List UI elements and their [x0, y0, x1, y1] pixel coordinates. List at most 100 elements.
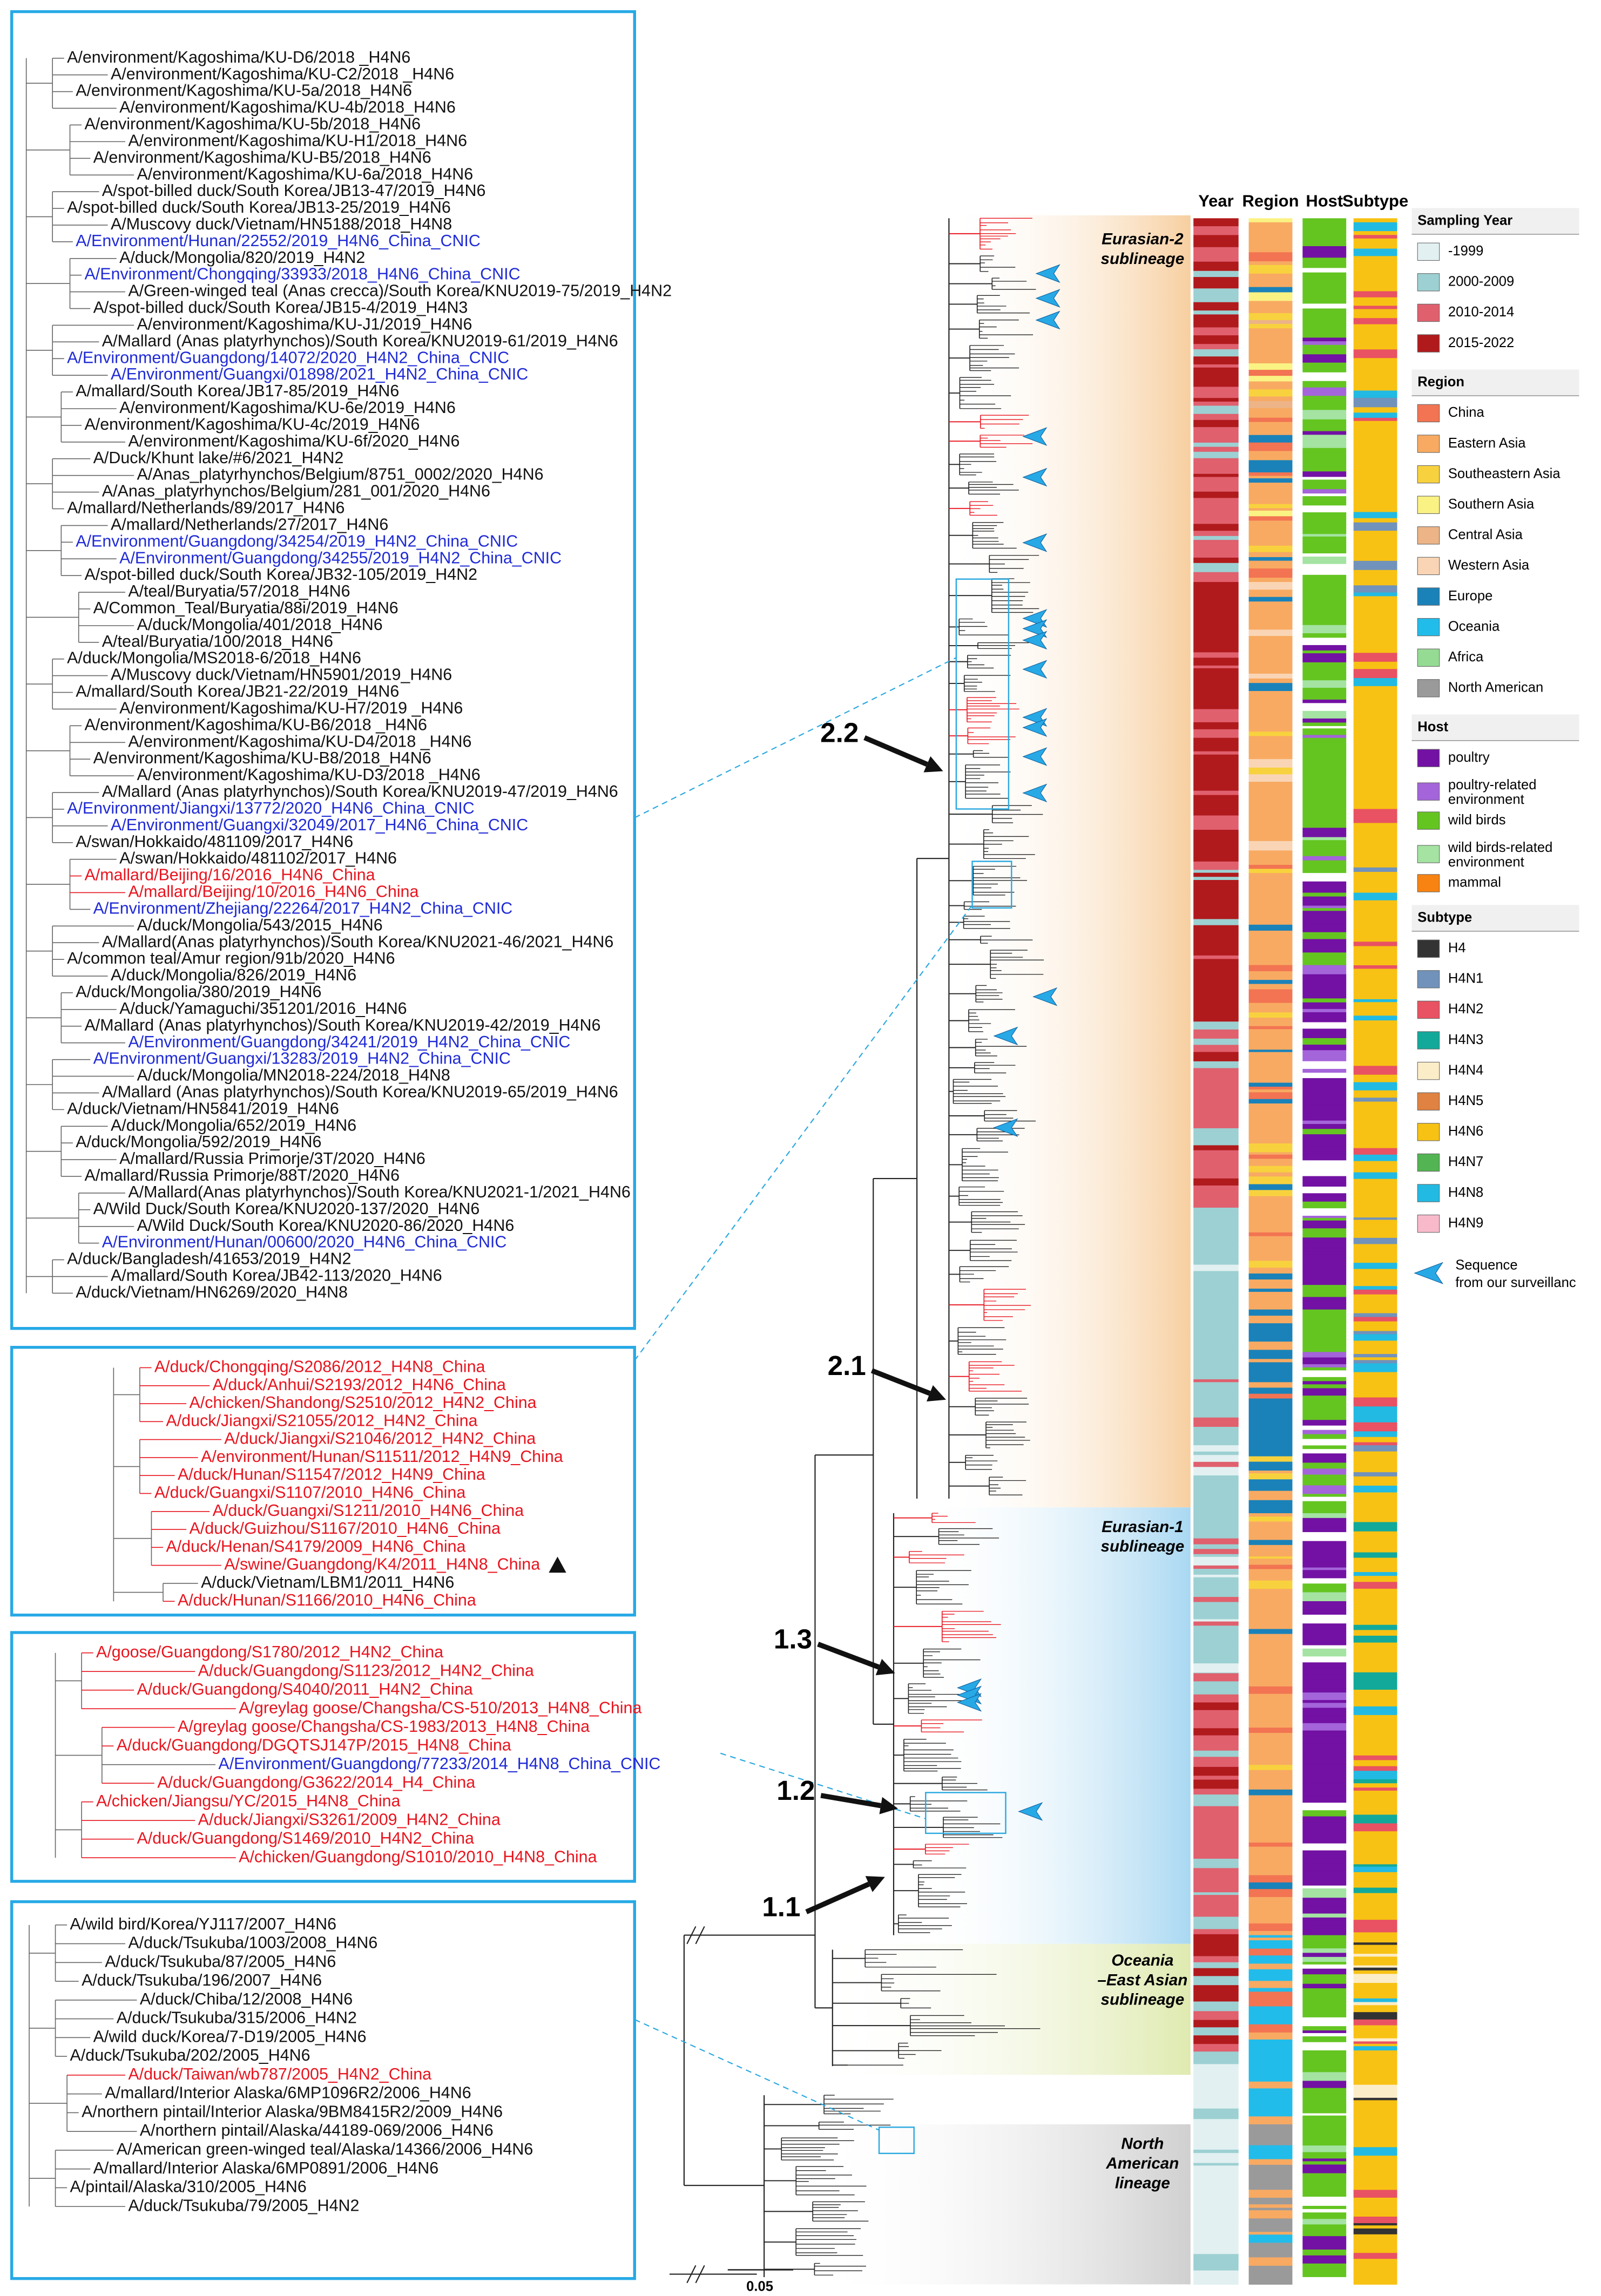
annotation-cell — [1302, 1764, 1347, 1768]
annotation-cell — [1302, 1352, 1347, 1358]
annotation-cell — [1248, 2073, 1293, 2082]
annotation-cell — [1248, 759, 1293, 768]
annotation-cell — [1248, 984, 1293, 990]
annotation-cell — [1248, 1261, 1293, 1268]
legend-label: H4N9 — [1448, 1215, 1483, 1230]
annotation-cell — [1353, 1301, 1397, 1310]
annotation-cell — [1193, 2149, 1239, 2153]
annotation-cell — [1248, 337, 1293, 343]
annotation-cell — [1193, 702, 1239, 706]
legend-swatch — [1417, 435, 1440, 453]
annotation-cell — [1193, 1608, 1239, 1612]
annotation-cell — [1193, 491, 1239, 498]
annotation-cell — [1193, 1432, 1239, 1438]
legend-label: Oceania — [1448, 619, 1500, 634]
annotation-cell — [1248, 1679, 1293, 1687]
taxon-label: A/Environment/Guangdong/34255/2019_H4N2_… — [119, 548, 562, 567]
annotation-cell — [1248, 476, 1293, 479]
annotation-cell — [1302, 2267, 1347, 2275]
annotation-cell — [1193, 1881, 1239, 1886]
annotation-cell — [1302, 1501, 1347, 1504]
annotation-cell — [1248, 2108, 1293, 2117]
annotation-cell — [1193, 1802, 1239, 1807]
annotation-cell — [1193, 2168, 1239, 2172]
annotation-cell — [1353, 1912, 1397, 1917]
legend-swatch — [1417, 273, 1440, 292]
taxon-label: A/Environment/Hunan/22552/2019_H4N6_Chin… — [76, 232, 481, 250]
taxon-label: A/mallard/Beijing/16/2016_H4N6_China — [84, 866, 375, 884]
annotation-cell — [1353, 585, 1397, 593]
annotation-cell — [1248, 1411, 1293, 1420]
annotation-cell — [1353, 892, 1397, 901]
annotation-cell — [1248, 1052, 1293, 1061]
annotation-cell — [1193, 1016, 1239, 1019]
annotation-cell — [1302, 505, 1347, 513]
annotation-cell — [1248, 408, 1293, 415]
annotation-cell — [1193, 1338, 1239, 1345]
legend-swatch — [1417, 874, 1440, 892]
annotation-cell — [1353, 1908, 1397, 1913]
annotation-cell — [1302, 699, 1347, 703]
annotation-cell — [1193, 925, 1239, 929]
annotation-cell — [1302, 2081, 1347, 2089]
annotation-cell — [1302, 1508, 1347, 1514]
annotation-cell — [1193, 1366, 1239, 1372]
annotation-cell — [1353, 1722, 1397, 1731]
annotation-cell — [1193, 737, 1239, 748]
taxon-label: A/Environment/Guangdong/34254/2019_H4N2_… — [76, 532, 518, 550]
annotation-cell — [1193, 546, 1239, 550]
annotation-cell — [1353, 1056, 1397, 1066]
annotation-cell — [1193, 1651, 1239, 1656]
taxon-label: A/chicken/Guangdong/S1010/2010_H4N8_Chin… — [239, 1847, 597, 1866]
annotation-cell — [1248, 2183, 1293, 2188]
annotation-cell — [1248, 1545, 1293, 1554]
annotation-cell — [1353, 1563, 1397, 1573]
annotation-cell — [1302, 2115, 1347, 2119]
annotation-cell — [1248, 1843, 1293, 1847]
annotation-cell — [1193, 1455, 1239, 1462]
annotation-cell — [1353, 1823, 1397, 1832]
annotation-cell — [1248, 1897, 1293, 1905]
annotation-cell — [1302, 1898, 1347, 1907]
annotation-cell — [1248, 414, 1293, 418]
annotation-cell — [1248, 1997, 1293, 2007]
annotation-cell — [1353, 872, 1397, 875]
annotation-cell — [1353, 794, 1397, 804]
annotation-cell — [1248, 381, 1293, 388]
annotation-cell — [1193, 1681, 1239, 1687]
annotation-cell — [1353, 318, 1397, 325]
annotation-cell — [1353, 1703, 1397, 1707]
annotation-cell — [1353, 726, 1397, 735]
annotation-cell — [1353, 1437, 1397, 1443]
annotation-cell — [1302, 227, 1347, 236]
annotation-cell — [1193, 473, 1239, 477]
annotation-cell — [1193, 1371, 1239, 1376]
annotation-cell — [1248, 1940, 1293, 1949]
annotation-cell — [1302, 625, 1347, 634]
taxon-label: A/common teal/Amur region/91b/2020_H4N6 — [67, 949, 395, 967]
taxon-label: A/environment/Kagoshima/KU-J1/2019_H4N6 — [137, 315, 472, 333]
annotation-cell — [1248, 1923, 1293, 1932]
annotation-cell — [1302, 1867, 1347, 1871]
annotation-cell — [1248, 2126, 1293, 2135]
annotation-cell — [1302, 786, 1347, 796]
annotation-cell — [1193, 1663, 1239, 1673]
annotation-cell — [1302, 746, 1347, 753]
lineage-label: North — [1121, 2135, 1164, 2153]
annotation-cell — [1353, 2068, 1397, 2076]
annotation-cell — [1193, 367, 1239, 374]
annotation-cell — [1248, 1279, 1293, 1289]
annotation-cell — [1248, 1479, 1293, 1485]
annotation-cell — [1302, 534, 1347, 537]
annotation-cell — [1302, 1377, 1347, 1381]
annotation-cell — [1248, 2178, 1293, 2180]
annotation-cell — [1302, 1879, 1347, 1886]
annotation-cell — [1248, 2021, 1293, 2025]
annotation-cell — [1193, 2223, 1239, 2231]
annotation-cell — [1302, 1855, 1347, 1859]
annotation-cell — [1302, 268, 1347, 273]
annotation-cell — [1193, 2001, 1239, 2008]
inset-box — [10, 1900, 636, 2280]
annotation-cell — [1248, 1012, 1293, 1018]
annotation-cell — [1248, 1471, 1293, 1474]
